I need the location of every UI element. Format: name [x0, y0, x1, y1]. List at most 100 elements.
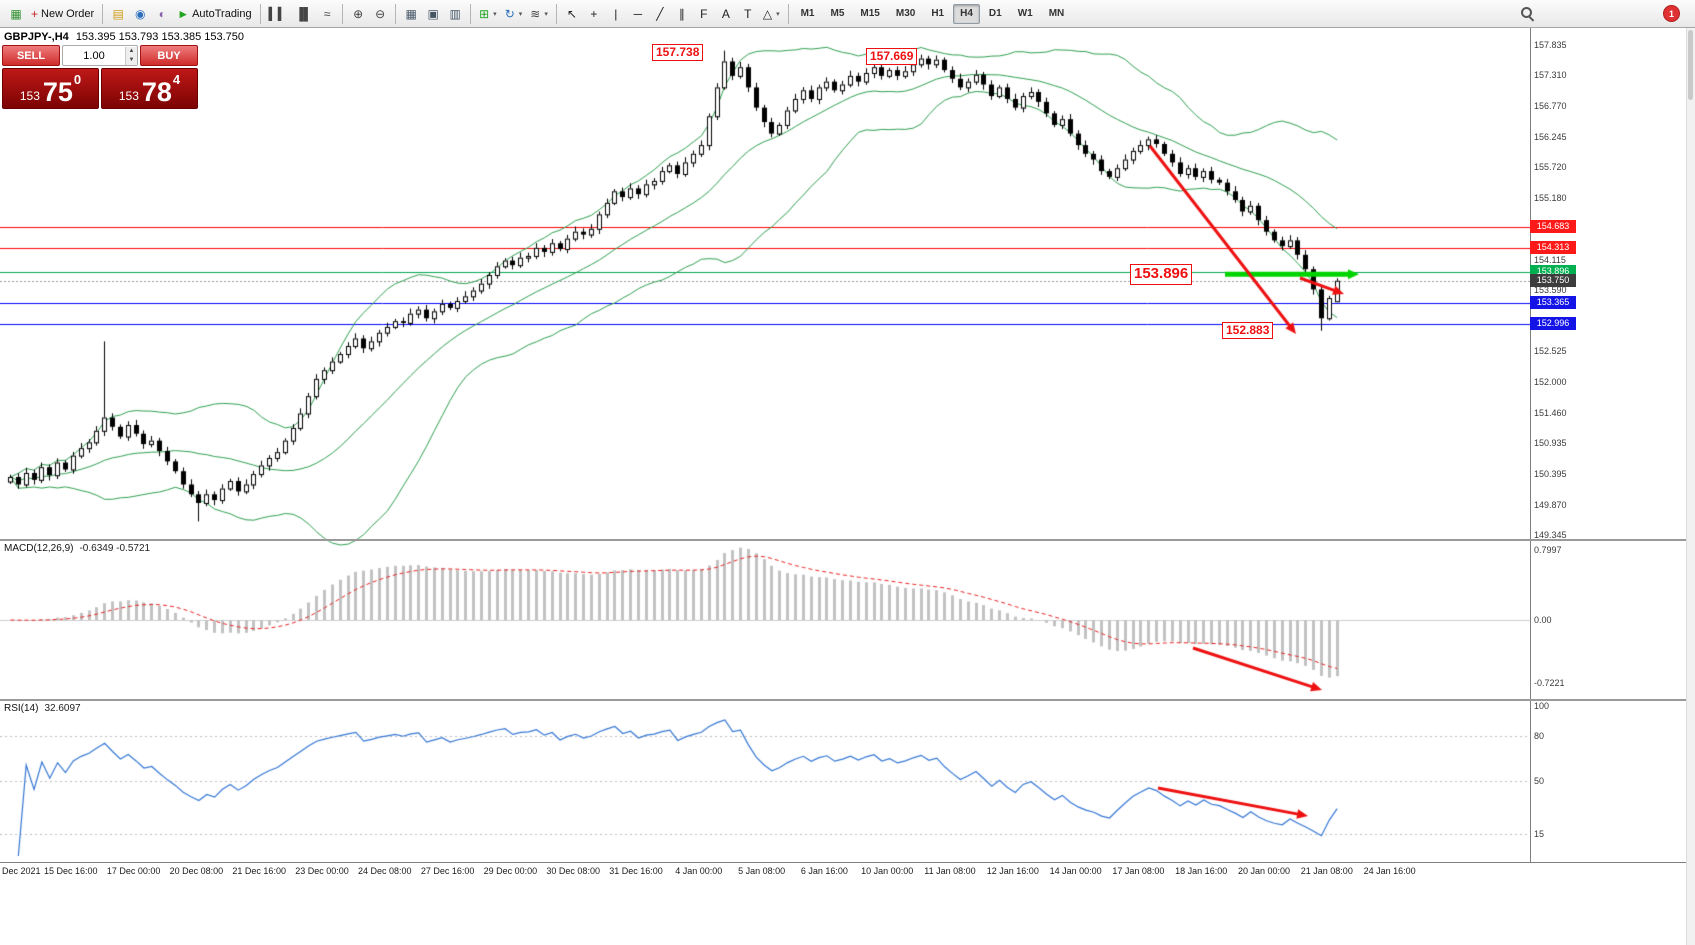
indicators-button[interactable]: ≋ ▾	[526, 3, 552, 25]
arrange-windows-icon[interactable]: ▥	[444, 3, 466, 25]
price-tick: 150.935	[1534, 438, 1567, 449]
macd-name: MACD(12,26,9)	[4, 543, 74, 554]
cursor-icon[interactable]: ↖	[561, 3, 583, 25]
zoom-in-icon[interactable]: ⊕	[347, 3, 369, 25]
horizontal-line-icon[interactable]: ─	[627, 3, 649, 25]
vertical-line-icon[interactable]: |	[605, 3, 627, 25]
app-icon[interactable]: ▦	[5, 3, 27, 25]
buy-price[interactable]: 153 78 4	[101, 68, 198, 109]
market-watch-icon[interactable]: ▤	[107, 3, 129, 25]
volume-input[interactable]: 1.00 ▲ ▼	[62, 45, 138, 66]
rsi-name: RSI(14)	[4, 703, 39, 714]
fibonacci-icon[interactable]: F	[693, 3, 715, 25]
zoom-out-icon[interactable]: ⊖	[369, 3, 391, 25]
new-chart-button[interactable]: ⊞ ▾	[475, 3, 501, 25]
time-axis[interactable]: Dec 2021 15 Dec 16:00 17 Dec 00:00 20 Dec 0…	[0, 862, 1695, 881]
sell-price-major: 153	[19, 88, 40, 103]
price-tick: 156.245	[1534, 131, 1567, 142]
time-tick: 14 Jan 00:00	[1049, 866, 1102, 876]
horizontal-line-icon: ─	[633, 6, 643, 21]
crosshair-icon[interactable]: +	[583, 3, 605, 25]
new-order-button-label: New Order	[41, 7, 95, 20]
volume-value[interactable]: 1.00	[83, 49, 105, 62]
price-tick: 151.460	[1534, 407, 1567, 418]
tile-windows-icon[interactable]: ▦	[400, 3, 422, 25]
panel-separator-macd[interactable]	[0, 539, 1695, 541]
time-tick: 31 Dec 16:00	[609, 866, 663, 876]
timeframe-m1-button[interactable]: M1	[794, 4, 822, 24]
channel-icon[interactable]: ∥	[671, 3, 693, 25]
price-tick: 155.180	[1534, 193, 1567, 204]
chevron-down-icon: ▾	[776, 10, 780, 18]
trendline-icon[interactable]: ╱	[649, 3, 671, 25]
chart-annotation-label[interactable]: 153.896	[1130, 264, 1193, 285]
chevron-down-icon: ▾	[518, 10, 523, 18]
toolbar-buttons: ▦ + New Order ▤ ◉ ◐ ► AutoTrading ▍▍ ▐▌ ≈ ⊕ ⊖ ▦ ▣ ▥ ⊞ ▾ ↻ ▾…	[5, 3, 784, 25]
timeframe-d1-button[interactable]: D1	[982, 4, 1009, 24]
rsi-axis-tick: 80	[1534, 731, 1545, 741]
strategy-tester-icon[interactable]: ◐	[151, 3, 173, 25]
vertical-scrollbar[interactable]	[1686, 28, 1695, 945]
one-click-trading-panel: SELL 1.00 ▲ ▼ BUY 153 75 0 153 78 4	[2, 45, 198, 109]
panel-separator-rsi[interactable]	[0, 699, 1695, 701]
volume-down-icon[interactable]: ▼	[126, 55, 137, 65]
buy-button[interactable]: BUY	[140, 45, 198, 66]
chart-annotation-label[interactable]: 152.883	[1222, 322, 1274, 339]
macd-axis-tick: 0.7997	[1534, 545, 1562, 555]
chart-window: GBPJPY-,H4 153.395 153.793 153.385 153.75…	[0, 28, 1695, 945]
search-icon[interactable]	[1520, 6, 1535, 21]
buy-price-pips: 78	[141, 77, 172, 108]
new-order-button[interactable]: + New Order	[27, 3, 98, 25]
sell-button[interactable]: SELL	[2, 45, 60, 66]
price-tick: 154.115	[1534, 254, 1566, 265]
macd-values: -0.6349 -0.5721	[79, 543, 151, 554]
volume-stepper[interactable]: ▲ ▼	[125, 46, 137, 65]
sell-price[interactable]: 153 75 0	[2, 68, 99, 109]
volume-up-icon[interactable]: ▲	[126, 46, 137, 56]
timeframe-h1-button[interactable]: H1	[924, 4, 951, 24]
scrollbar-thumb[interactable]	[1688, 30, 1693, 100]
text-label-icon: T	[744, 6, 752, 21]
chart-annotation-label[interactable]: 157.669	[866, 48, 918, 65]
timeframe-m5-button[interactable]: M5	[824, 4, 852, 24]
line-chart-icon: ≈	[323, 6, 331, 21]
autotrading-button[interactable]: ► AutoTrading	[173, 3, 255, 25]
vertical-line-icon: |	[614, 6, 618, 21]
tile-windows-icon: ▦	[405, 6, 417, 21]
cursor-icon: ↖	[566, 6, 577, 21]
timeframe-mn-button[interactable]: MN	[1042, 4, 1072, 24]
profiles-button[interactable]: ↻ ▾	[501, 3, 527, 25]
timeframe-w1-button[interactable]: W1	[1011, 4, 1040, 24]
timeframe-m30-button[interactable]: M30	[889, 4, 922, 24]
price-chart-canvas[interactable]	[0, 28, 1530, 862]
notification-badge[interactable]: 1	[1663, 5, 1680, 22]
time-tick: 6 Jan 16:00	[800, 866, 848, 876]
cascade-windows-icon: ▣	[427, 6, 439, 21]
trendline-icon: ╱	[656, 6, 664, 21]
bar-chart-icon[interactable]: ▍▍	[265, 3, 291, 25]
time-tick: 20 Dec 08:00	[169, 866, 224, 876]
text-label-icon[interactable]: T	[737, 3, 759, 25]
time-tick: 20 Jan 00:00	[1237, 866, 1291, 876]
text-icon[interactable]: A	[715, 3, 737, 25]
chevron-down-icon: ▾	[544, 10, 548, 18]
cascade-windows-icon[interactable]: ▣	[422, 3, 444, 25]
line-chart-icon[interactable]: ≈	[316, 3, 338, 25]
price-tick: 153.590	[1534, 285, 1567, 295]
timeframe-m15-button[interactable]: M15	[853, 4, 886, 24]
price-tick: 152.525	[1534, 346, 1567, 357]
price-line-badge: 153.750	[1530, 273, 1576, 287]
data-window-icon[interactable]: ◉	[129, 3, 151, 25]
price-line-badge: 153.365	[1530, 295, 1576, 309]
toolbar-separator	[102, 3, 104, 24]
candlestick-chart-icon[interactable]: ▐▌	[291, 3, 316, 25]
price-line-badge: 154.313	[1530, 241, 1576, 255]
shapes-button[interactable]: △ ▾	[759, 3, 784, 25]
chart-annotation-label[interactable]: 157.738	[652, 44, 704, 61]
price-tick: 149.870	[1534, 499, 1567, 510]
price-tick: 157.310	[1534, 70, 1567, 81]
rsi-axis-tick: 100	[1534, 701, 1550, 711]
price-line-badge: 152.996	[1530, 317, 1576, 331]
toolbar-separator	[470, 3, 472, 24]
timeframe-h4-button[interactable]: H4	[953, 3, 980, 24]
